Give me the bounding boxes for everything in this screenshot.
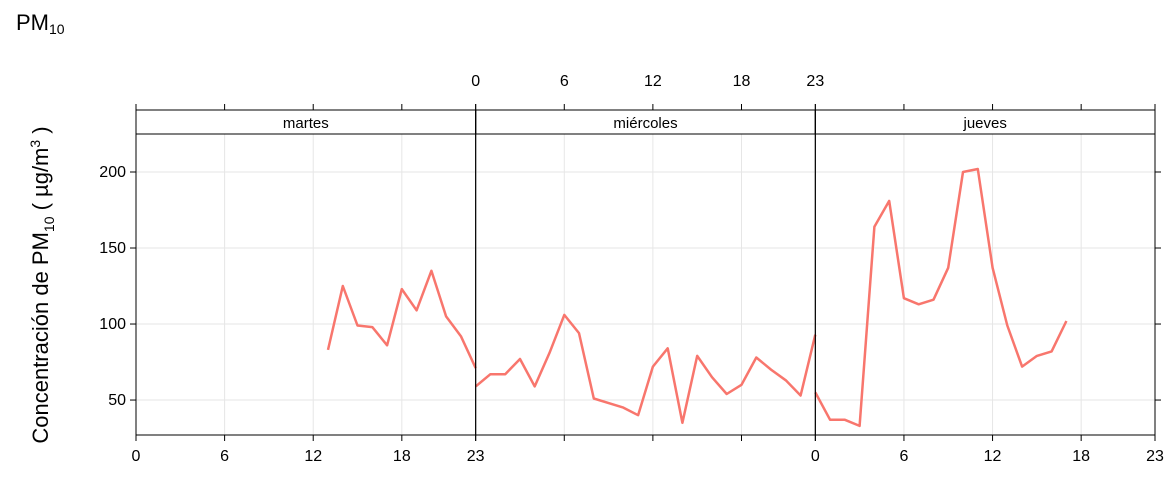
ylabel-unit: ( µg/m xyxy=(28,148,53,217)
page-title: PM10 xyxy=(16,10,65,37)
x-tick-label: 6 xyxy=(899,448,908,465)
panel-frame xyxy=(135,109,477,436)
x-tick-label: 18 xyxy=(393,448,411,465)
x-tick-label: 12 xyxy=(984,448,1002,465)
title-main: PM xyxy=(16,10,49,35)
panel-frame xyxy=(814,109,1156,436)
x-tick-label-top: 0 xyxy=(471,73,480,90)
y-tick-label: 50 xyxy=(108,392,126,409)
series-line-1 xyxy=(326,269,477,369)
ylabel-text: Concentración de PM xyxy=(28,232,53,444)
x-tick-label: 6 xyxy=(220,448,229,465)
x-tick-label-top: 6 xyxy=(560,73,569,90)
x-tick-label-top: 23 xyxy=(806,73,824,90)
axis-layer: 0 6 12 18 23 0 6 12 18 23 0 6 12 18 23 50 100 150 200 xyxy=(99,73,1164,465)
strip-label-2: miércoles xyxy=(613,115,677,132)
ylabel-sub: 10 xyxy=(41,216,57,232)
x-tick-label-top: 12 xyxy=(644,73,662,90)
series-line-3 xyxy=(814,167,1068,428)
x-tick-label: 0 xyxy=(132,448,141,465)
y-tick-label: 100 xyxy=(99,316,126,333)
y-axis-label: Concentración de PM10 ( µg/m3 ) xyxy=(27,126,57,443)
x-tick-label: 0 xyxy=(811,448,820,465)
line-layer xyxy=(326,167,1068,428)
frame-layer: martes miércoles jueves xyxy=(135,109,1156,436)
title-subscript: 10 xyxy=(49,21,65,37)
ylabel-close: ) xyxy=(28,126,53,139)
series-line-2 xyxy=(474,313,817,425)
x-tick-label: 18 xyxy=(1072,448,1090,465)
x-tick-label: 23 xyxy=(467,448,485,465)
y-tick-label: 150 xyxy=(99,240,126,257)
panel-frame xyxy=(475,109,816,436)
strip-label-1: martes xyxy=(283,115,329,132)
x-tick-label-top: 18 xyxy=(733,73,751,90)
x-tick-label: 23 xyxy=(1146,448,1164,465)
ylabel-sup: 3 xyxy=(27,140,43,148)
x-tick-label: 12 xyxy=(304,448,322,465)
y-tick-label: 200 xyxy=(99,164,126,181)
strip-label-3: jueves xyxy=(962,115,1006,132)
